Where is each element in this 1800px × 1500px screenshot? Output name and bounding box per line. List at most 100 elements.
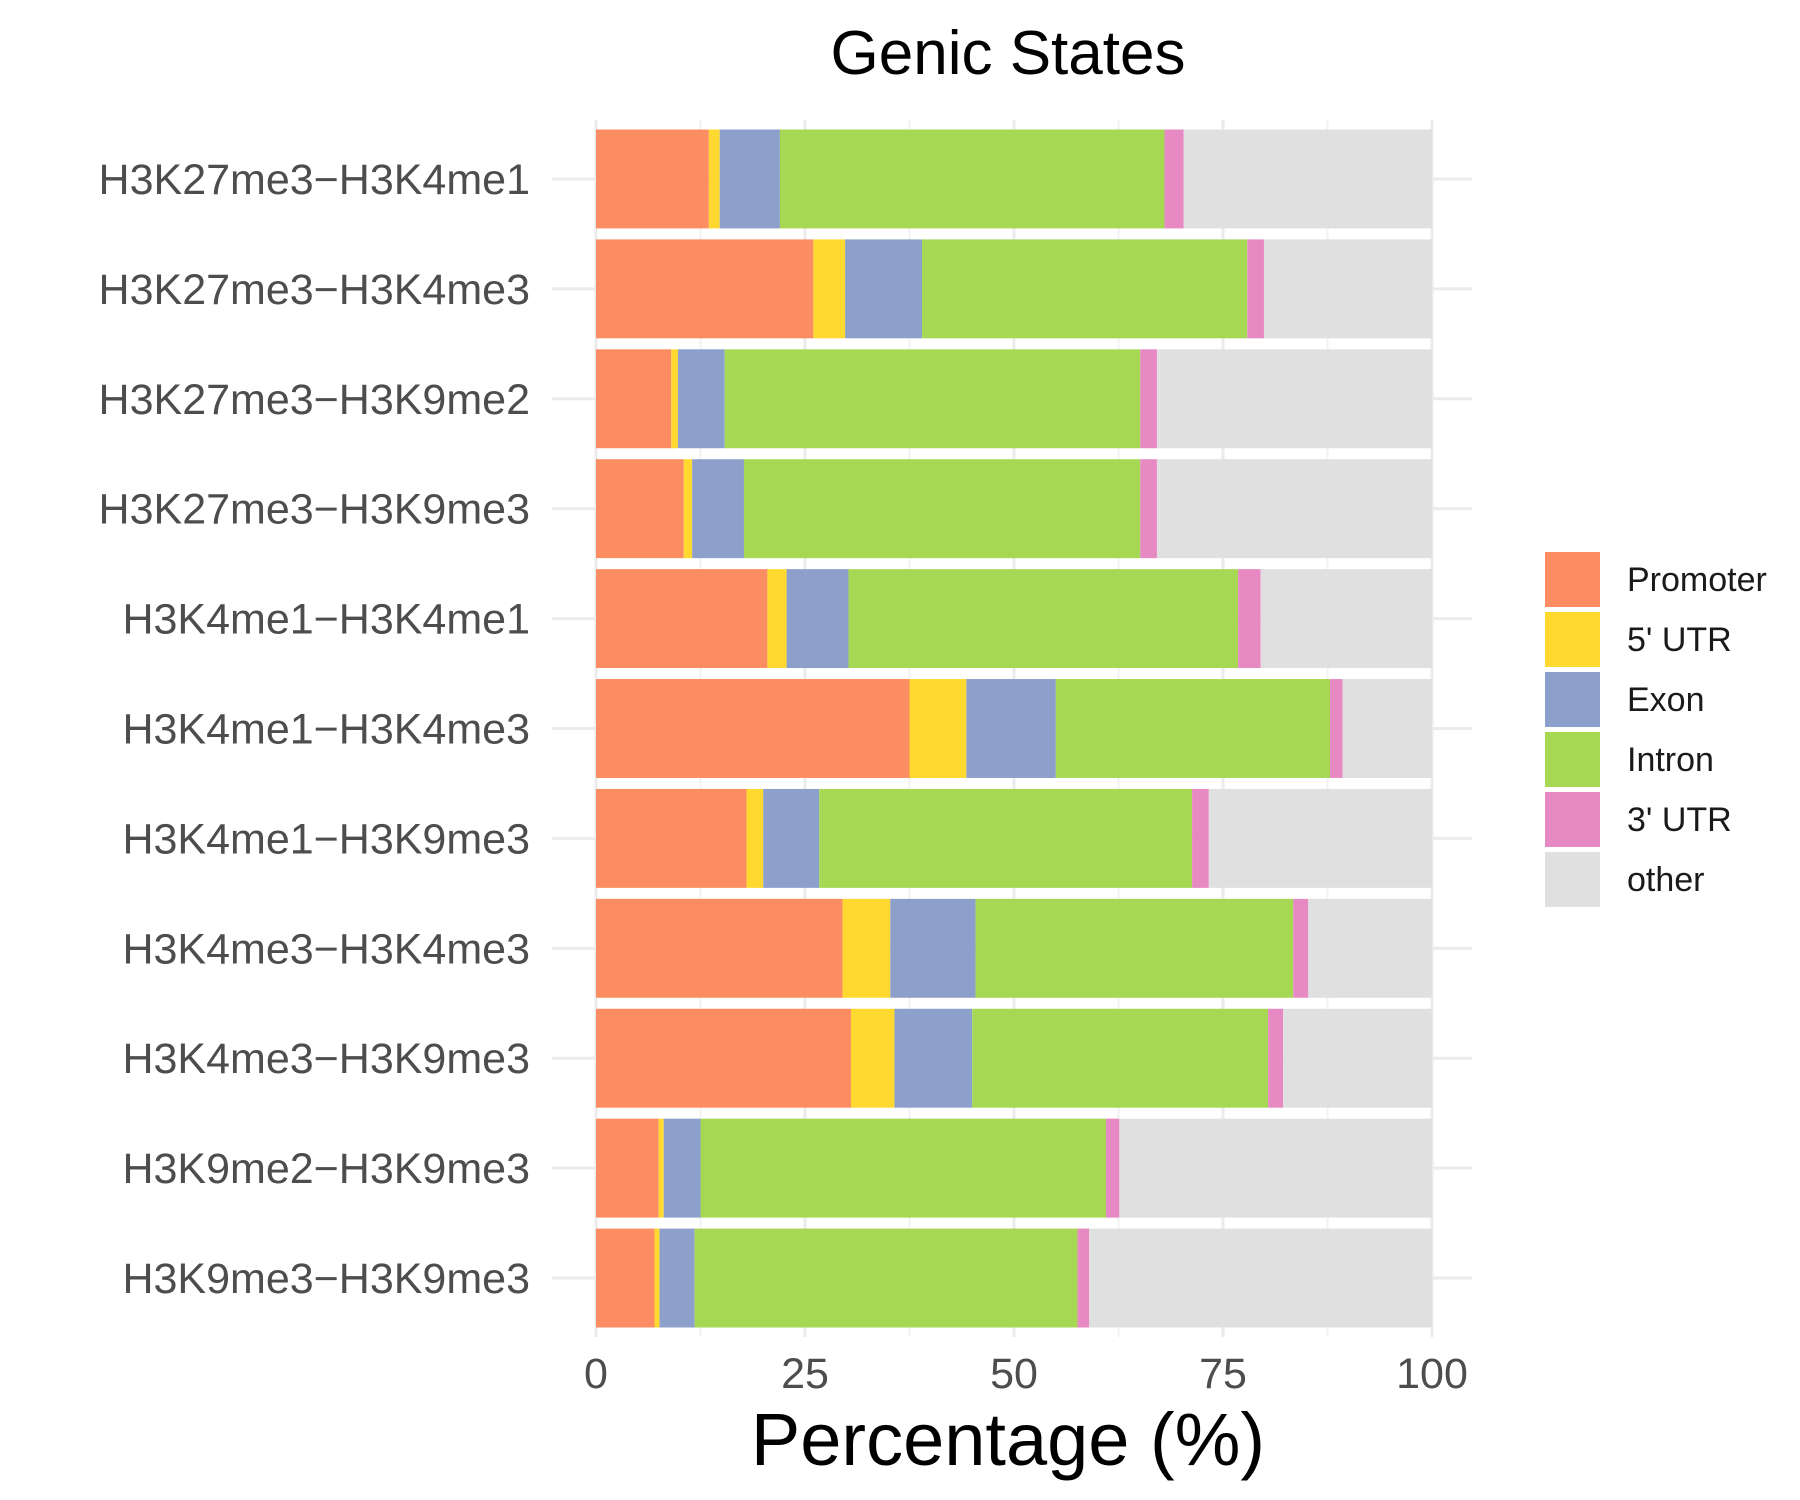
bar-segment-exon — [890, 898, 976, 998]
bar-segment-3-utr — [1105, 1118, 1120, 1218]
y-tick-label: H3K4me3−H3K9me3 — [122, 1035, 530, 1083]
bar-segment-promoter — [596, 1228, 655, 1328]
bar-segment-exon — [966, 679, 1056, 778]
legend-key-exon — [1545, 672, 1600, 727]
bar-segment-3-utr — [1247, 239, 1264, 339]
y-tick-label: H3K27me3−H3K4me3 — [99, 266, 530, 314]
bar-segment-promoter — [596, 129, 709, 229]
legend-key-intron — [1545, 732, 1600, 787]
legend-key-3-utr — [1545, 792, 1600, 847]
bar-segment-5-utr — [671, 349, 678, 449]
x-tick-label: 25 — [781, 1350, 829, 1398]
bar-segment-3-utr — [1077, 1228, 1090, 1328]
bar-segment-intron — [779, 129, 1165, 229]
legend-key-promoter — [1545, 552, 1600, 607]
bar-segment-5-utr — [746, 788, 764, 888]
y-tick-label: H3K4me1−H3K4me3 — [122, 706, 530, 754]
legend-label: Promoter — [1627, 561, 1767, 599]
bar-segment-other — [1308, 898, 1432, 998]
bar-segment-3-utr — [1140, 349, 1157, 449]
bar-segment-exon — [677, 349, 725, 449]
legend-key-other — [1545, 852, 1600, 907]
bar-segment-intron — [694, 1228, 1078, 1328]
bar-segment-promoter — [596, 239, 814, 339]
bar-segment-other — [1260, 569, 1432, 669]
chart-title: Genic States — [831, 19, 1186, 88]
bar-segment-exon — [894, 1008, 973, 1108]
bar-segment-promoter — [596, 898, 843, 998]
legend-label: Exon — [1627, 681, 1705, 719]
bar-segment-exon — [692, 459, 744, 559]
x-tick-label: 100 — [1396, 1350, 1468, 1398]
legend-label: other — [1627, 861, 1705, 899]
legend-label: Intron — [1627, 741, 1714, 779]
bar-segment-exon — [663, 1118, 701, 1218]
bar-segment-intron — [743, 459, 1141, 559]
y-tick-label: H3K4me3−H3K4me3 — [122, 925, 530, 973]
bar-segment-3-utr — [1238, 569, 1261, 669]
bar-segment-intron — [700, 1118, 1106, 1218]
bar-segment-intron — [724, 349, 1141, 449]
y-tick-label: H3K27me3−H3K9me2 — [99, 376, 530, 424]
bar-segment-promoter — [596, 569, 768, 669]
bar-segment-3-utr — [1164, 129, 1184, 229]
y-tick-label: H3K9me3−H3K9me3 — [122, 1255, 530, 1303]
bar-segment-other — [1183, 129, 1432, 229]
bar-segment-intron — [819, 788, 1193, 888]
bar-segment-intron — [922, 239, 1248, 339]
bar-segment-5-utr — [708, 129, 720, 229]
bar-segment-3-utr — [1192, 788, 1209, 888]
bar-segment-intron — [848, 569, 1239, 669]
bar-segment-promoter — [596, 679, 910, 778]
bar-segment-5-utr — [850, 1008, 895, 1108]
legend-key-5-utr — [1545, 612, 1600, 667]
bar-segment-promoter — [596, 788, 747, 888]
bar-segment-5-utr — [813, 239, 846, 339]
bar-segment-other — [1089, 1228, 1432, 1328]
bar-segment-other — [1156, 459, 1432, 559]
bar-segment-5-utr — [683, 459, 693, 559]
x-tick-label: 0 — [584, 1350, 608, 1398]
y-tick-label: H3K27me3−H3K4me1 — [99, 156, 530, 204]
axis-layer: H3K27me3−H3K4me1 H3K27me3−H3K4me3 H3K27me3… — [99, 156, 1468, 1398]
bar-segment-promoter — [596, 1008, 851, 1108]
bar-segment-promoter — [596, 1118, 659, 1218]
legend: Promoter 5' UTR Exon Intron 3' UTR other — [1545, 552, 1767, 907]
bar-segment-5-utr — [909, 679, 967, 778]
bar-segment-exon — [659, 1228, 695, 1328]
bar-segment-other — [1283, 1008, 1432, 1108]
bar-segment-intron — [1055, 679, 1331, 778]
bar-segment-5-utr — [767, 569, 787, 669]
bar-segment-intron — [975, 898, 1294, 998]
bar-segment-promoter — [596, 349, 672, 449]
bar-segment-other — [1263, 239, 1432, 339]
bar-segment-promoter — [596, 459, 684, 559]
bar-segment-5-utr — [842, 898, 891, 998]
bar-segment-3-utr — [1293, 898, 1309, 998]
bar-segment-other — [1208, 788, 1432, 888]
bar-segment-exon — [786, 569, 849, 669]
legend-label: 3' UTR — [1627, 801, 1732, 839]
bar-segment-intron — [972, 1008, 1269, 1108]
y-tick-label: H3K27me3−H3K9me3 — [99, 486, 530, 534]
x-tick-label: 50 — [990, 1350, 1038, 1398]
bar-segment-3-utr — [1268, 1008, 1284, 1108]
bar-segment-3-utr — [1330, 679, 1343, 778]
bar-segment-exon — [845, 239, 923, 339]
bar-segment-other — [1156, 349, 1432, 449]
x-tick-label: 75 — [1199, 1350, 1247, 1398]
bar-layer — [596, 129, 1432, 1328]
y-tick-label: H3K4me1−H3K4me1 — [122, 596, 530, 644]
bar-segment-5-utr — [654, 1228, 660, 1328]
bar-segment-other — [1342, 679, 1432, 778]
bar-segment-other — [1119, 1118, 1432, 1218]
y-tick-label: H3K4me1−H3K9me3 — [122, 815, 530, 863]
bar-segment-5-utr — [658, 1118, 664, 1218]
bar-segment-exon — [719, 129, 780, 229]
legend-label: 5' UTR — [1627, 621, 1732, 659]
y-tick-label: H3K9me2−H3K9me3 — [122, 1145, 530, 1193]
bar-segment-3-utr — [1140, 459, 1157, 559]
bar-segment-exon — [763, 788, 820, 888]
